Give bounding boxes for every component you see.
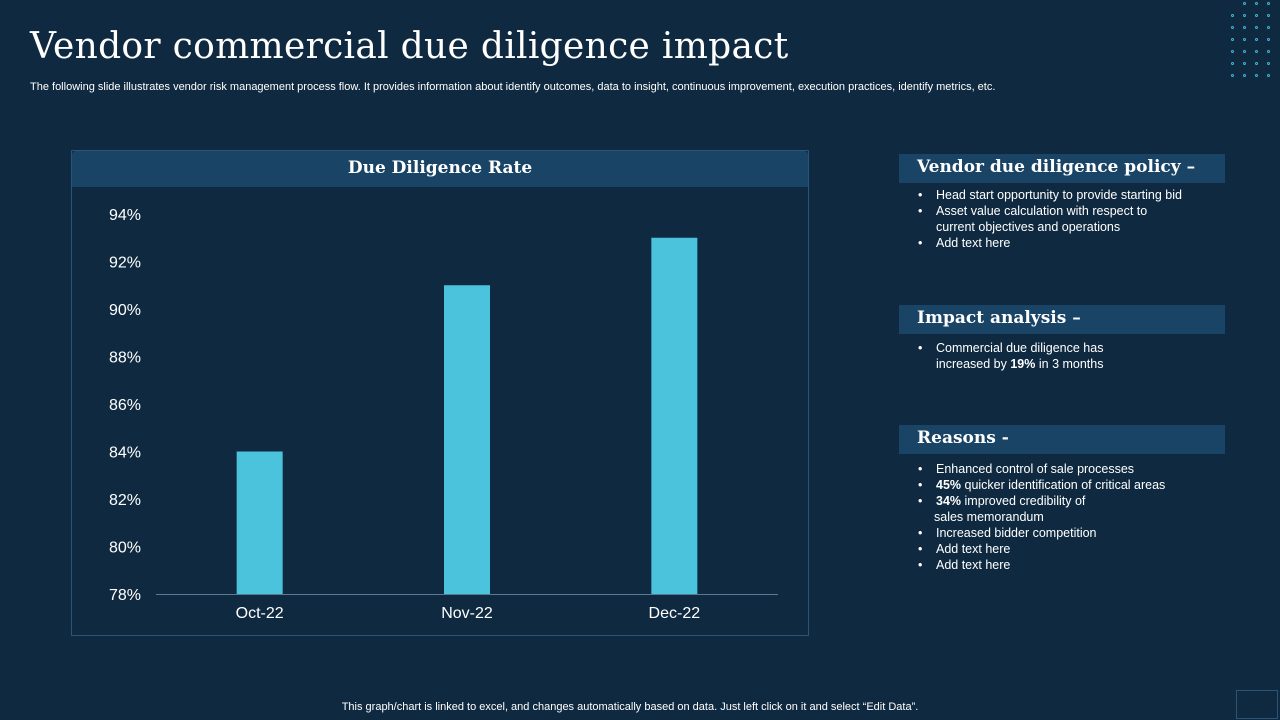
y-tick-label: 94% (109, 207, 141, 224)
y-tick-label: 86% (109, 397, 141, 414)
chart-panel[interactable]: Due Diligence Rate 78% 80% 82% 84% 86% 88% 90%… (71, 150, 809, 636)
list-item: Head start opportunity to provide starti… (918, 187, 1218, 203)
chart-title: Due Diligence Rate (347, 158, 533, 178)
y-tick-label: 84% (109, 445, 141, 462)
decorative-dot (1255, 38, 1258, 41)
decorative-dot (1243, 62, 1246, 65)
list-item: Increased bidder competition (918, 525, 1218, 541)
decorative-dot (1243, 26, 1246, 29)
impact-header: Impact analysis – (899, 305, 1225, 334)
reasons-list: Enhanced control of sale processes 45% q… (918, 461, 1218, 573)
y-tick-label: 88% (109, 350, 141, 367)
bar-dec-22 (651, 237, 698, 594)
decorative-dot (1267, 50, 1270, 53)
decorative-dot (1243, 38, 1246, 41)
x-tick-label: Dec-22 (649, 605, 701, 622)
decorative-dot (1243, 74, 1246, 77)
decorative-dot (1267, 74, 1270, 77)
impact-percentage: 19% (1010, 357, 1036, 371)
policy-list: Head start opportunity to provide starti… (918, 187, 1218, 251)
list-item: Add text here (918, 235, 1218, 251)
decorative-dot (1243, 2, 1246, 5)
list-item: Enhanced control of sale processes (918, 461, 1218, 477)
x-tick-label: Oct-22 (236, 605, 284, 622)
bar-oct-22 (236, 451, 283, 594)
bar-nov-22 (444, 285, 490, 594)
list-item: Commercial due diligence has (918, 340, 1218, 356)
reason-percentage: 34% (936, 494, 962, 508)
decorative-dot (1267, 14, 1270, 17)
decorative-dot (1267, 2, 1270, 5)
policy-title: Vendor due diligence policy – (917, 157, 1196, 177)
decorative-dot (1231, 50, 1234, 53)
list-item: 45% quicker identification of critical a… (918, 477, 1218, 493)
impact-title: Impact analysis – (917, 308, 1081, 328)
y-tick-label: 78% (109, 587, 141, 604)
reason-percentage: 45% (936, 478, 962, 492)
decorative-dot (1267, 38, 1270, 41)
policy-header: Vendor due diligence policy – (899, 154, 1225, 183)
chart-header: Due Diligence Rate (72, 151, 808, 187)
decorative-dot (1231, 62, 1234, 65)
corner-decoration (1236, 690, 1278, 719)
decorative-dot (1231, 74, 1234, 77)
page-title: Vendor commercial due diligence impact (30, 26, 789, 67)
list-item-continuation: increased by 19% in 3 months (936, 357, 1104, 371)
decorative-dot (1231, 26, 1234, 29)
list-item: Add text here (918, 541, 1218, 557)
y-tick-label: 92% (109, 255, 141, 272)
footnote: This graph/chart is linked to excel, and… (341, 701, 919, 713)
decorative-dot (1255, 74, 1258, 77)
decorative-dot (1255, 62, 1258, 65)
y-tick-label: 82% (109, 492, 141, 509)
list-item-continuation: current objectives and operations (936, 220, 1121, 234)
decorative-dot-grid (1224, 0, 1274, 82)
decorative-dot (1267, 26, 1270, 29)
reasons-header: Reasons - (899, 425, 1225, 454)
list-item-continuation: sales memorandum (934, 510, 1044, 524)
x-tick-label: Nov-22 (441, 605, 493, 622)
decorative-dot (1255, 26, 1258, 29)
decorative-dot (1243, 14, 1246, 17)
decorative-dot (1231, 38, 1234, 41)
decorative-dot (1255, 50, 1258, 53)
decorative-dot (1267, 62, 1270, 65)
list-item: Asset value calculation with respect to (918, 203, 1218, 219)
decorative-dot (1255, 14, 1258, 17)
decorative-dot (1243, 50, 1246, 53)
impact-list: Commercial due diligence has increased b… (918, 340, 1218, 372)
decorative-dot (1231, 14, 1234, 17)
y-tick-label: 90% (109, 302, 141, 319)
list-item: 34% improved credibility of (918, 493, 1218, 509)
reasons-title: Reasons - (917, 428, 1009, 448)
page-subtitle: The following slide illustrates vendor r… (30, 81, 996, 93)
decorative-dot (1255, 2, 1258, 5)
bar-chart[interactable]: 78%80%82%84%86%88%90%92%94%Oct-22 Nov-22 D… (72, 151, 808, 635)
y-tick-label: 80% (109, 540, 141, 557)
list-item: Add text here (918, 557, 1218, 573)
